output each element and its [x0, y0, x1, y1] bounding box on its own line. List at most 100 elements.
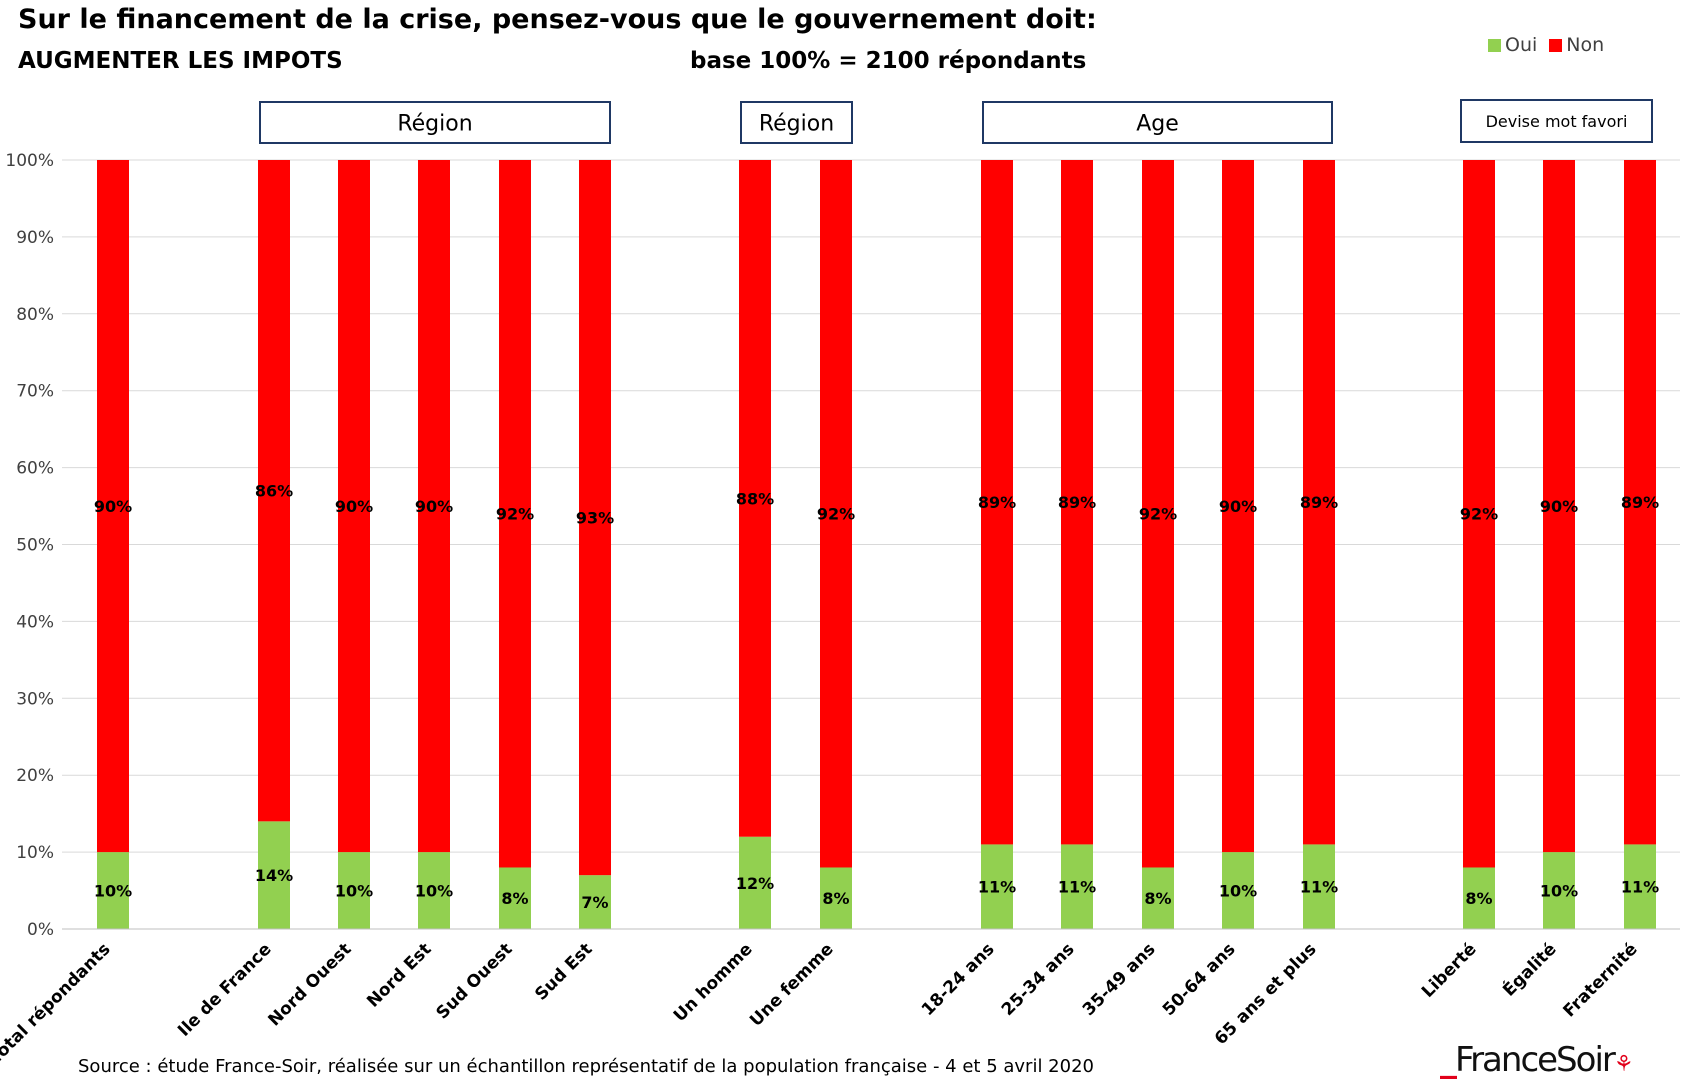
x-category-label: Une femme [746, 939, 837, 1030]
bar-non [820, 160, 852, 868]
bar-oui [97, 852, 129, 929]
data-label-oui: 8% [1465, 889, 1492, 908]
legend-item-non: Non [1549, 34, 1604, 56]
sample-base-note: base 100% = 2100 répondants [690, 48, 1087, 74]
x-category-label: Égalité [1498, 938, 1561, 1001]
data-label-non: 89% [1621, 493, 1659, 512]
bar-oui [1543, 852, 1575, 929]
y-tick-label: 70% [16, 382, 54, 402]
x-category-label: Nord Ouest [265, 939, 356, 1030]
bar-non [981, 160, 1013, 845]
bar-oui [739, 836, 771, 929]
data-label-oui: 10% [94, 882, 132, 901]
data-label-non: 90% [1540, 497, 1578, 516]
bar-non [418, 160, 450, 853]
x-category-label: Sud Est [531, 939, 596, 1004]
data-label-oui: 11% [1300, 878, 1338, 897]
x-category-label: Nord Est [363, 939, 435, 1011]
data-label-non: 90% [335, 497, 373, 516]
bar-oui [981, 844, 1013, 929]
y-tick-label: 80% [16, 305, 54, 325]
bar-non [338, 160, 370, 853]
data-label-non: 92% [1139, 505, 1177, 524]
data-label-oui: 11% [1058, 878, 1096, 897]
data-label-non: 92% [817, 505, 855, 524]
bar-non [1061, 160, 1093, 845]
bar-oui [258, 821, 290, 929]
data-label-non: 90% [1219, 497, 1257, 516]
bar-non [258, 160, 290, 822]
x-category-label: 18-24 ans [918, 939, 999, 1020]
x-category-label: Un homme [670, 939, 757, 1026]
bar-non [97, 160, 129, 853]
group-box [1460, 99, 1653, 143]
data-label-oui: 7% [581, 893, 608, 912]
bar-oui [338, 852, 370, 929]
x-category-label: Total répondants [0, 939, 115, 1068]
bar-non [579, 160, 611, 876]
group-box-label: Région [397, 111, 472, 136]
legend-swatch-oui [1488, 38, 1501, 52]
data-label-oui: 8% [501, 889, 528, 908]
data-label-oui: 10% [335, 882, 373, 901]
y-tick-label: 40% [16, 612, 54, 632]
y-tick-label: 90% [16, 228, 54, 248]
bar-non [499, 160, 531, 868]
data-label-non: 90% [415, 497, 453, 516]
y-tick-label: 0% [27, 920, 54, 940]
francesoir-logo: _FranceSoir⚘ [1440, 1040, 1634, 1080]
bar-oui [579, 875, 611, 929]
bar-non [1222, 160, 1254, 853]
data-label-non: 93% [576, 509, 614, 528]
data-label-non: 89% [1300, 493, 1338, 512]
logo-figure-icon: ⚘ [1613, 1052, 1634, 1077]
data-label-non: 92% [1460, 505, 1498, 524]
x-category-label: 35-49 ans [1079, 939, 1160, 1020]
y-tick-label: 10% [16, 843, 54, 863]
source-note: Source : étude France-Soir, réalisée sur… [78, 1056, 1094, 1077]
data-label-non: 86% [255, 482, 293, 501]
bar-oui [499, 867, 531, 929]
data-label-oui: 8% [1144, 889, 1171, 908]
x-category-label: 50-64 ans [1159, 939, 1240, 1020]
bar-non [1624, 160, 1656, 845]
data-label-oui: 10% [415, 882, 453, 901]
x-category-label: Sud Ouest [433, 939, 517, 1023]
bar-oui [1222, 852, 1254, 929]
y-tick-label: 60% [16, 459, 54, 479]
y-tick-label: 100% [5, 151, 54, 171]
data-label-oui: 8% [822, 889, 849, 908]
y-tick-label: 50% [16, 536, 54, 556]
x-category-label: 25-34 ans [998, 939, 1079, 1020]
x-category-label: Liberté [1418, 939, 1481, 1002]
data-label-non: 90% [94, 497, 132, 516]
bar-oui [1624, 844, 1656, 929]
data-label-oui: 11% [978, 878, 1016, 897]
legend-label-oui: Oui [1505, 34, 1538, 56]
data-label-non: 89% [978, 493, 1016, 512]
chart-subtitle: AUGMENTER LES IMPOTS [18, 48, 343, 74]
group-box-label: Age [1136, 111, 1179, 136]
logo-text: FranceSoir [1455, 1040, 1616, 1080]
data-label-oui: 10% [1540, 882, 1578, 901]
x-category-label: Ile de France [174, 939, 275, 1040]
chart-legend: Oui Non [1488, 34, 1604, 56]
y-tick-label: 20% [16, 766, 54, 786]
bar-oui [1303, 844, 1335, 929]
group-box [982, 101, 1333, 144]
data-label-oui: 11% [1621, 878, 1659, 897]
group-box-label: Région [759, 111, 834, 136]
legend-label-non: Non [1566, 34, 1605, 56]
data-label-oui: 10% [1219, 882, 1257, 901]
bar-non [1543, 160, 1575, 853]
data-label-oui: 12% [736, 874, 774, 893]
y-tick-label: 30% [16, 689, 54, 709]
legend-item-oui: Oui [1488, 34, 1537, 56]
bar-oui [418, 852, 450, 929]
bar-non [739, 160, 771, 837]
data-label-non: 92% [496, 505, 534, 524]
bar-oui [1463, 867, 1495, 929]
legend-swatch-non [1549, 38, 1563, 52]
data-label-non: 88% [736, 489, 774, 508]
